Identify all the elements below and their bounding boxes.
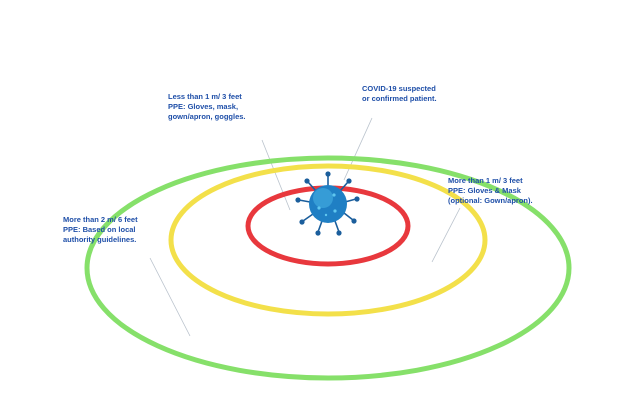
leader-line-middle-zone: [431, 207, 461, 263]
annotation-middle-zone-line-3: (optional: Gown/apron).: [448, 196, 533, 205]
annotation-patient-line-1: COVID-19 suspected: [362, 84, 436, 93]
coronavirus-icon: [295, 171, 360, 236]
annotation-outer-zone-line-1: More than 2 m/ 6 feet: [63, 215, 138, 224]
annotation-outer-zone-line-3: authority guidelines.: [63, 235, 137, 244]
annotation-middle-zone-line-1: More than 1 m/ 3 feet: [448, 176, 523, 185]
annotation-patient: COVID-19 suspected or confirmed patient.: [362, 84, 437, 104]
annotation-close-contact: Less than 1 m/ 3 feet PPE: Gloves, mask,…: [168, 92, 246, 122]
annotation-close-contact-line-1: Less than 1 m/ 3 feet: [168, 92, 242, 101]
leader-line-patient: [343, 117, 373, 181]
annotation-outer-zone: More than 2 m/ 6 feet PPE: Based on loca…: [63, 215, 138, 245]
annotation-close-contact-line-2: PPE: Gloves, mask,: [168, 102, 239, 111]
leader-line-close-contact: [261, 139, 291, 211]
leader-line-outer-zone: [149, 257, 191, 337]
annotation-patient-line-2: or confirmed patient.: [362, 94, 437, 103]
outer-ring-green: [84, 155, 572, 381]
middle-ring-yellow: [168, 163, 488, 317]
annotation-outer-zone-line-2: PPE: Based on local: [63, 225, 136, 234]
annotation-close-contact-line-3: gown/apron, goggles.: [168, 112, 246, 121]
annotation-middle-zone: More than 1 m/ 3 feet PPE: Gloves & Mask…: [448, 176, 533, 206]
annotation-middle-zone-line-2: PPE: Gloves & Mask: [448, 186, 521, 195]
